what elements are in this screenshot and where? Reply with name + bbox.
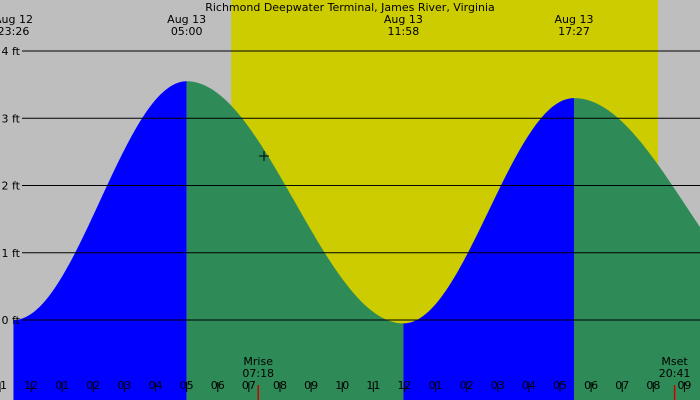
moon-event-label: Mset (661, 355, 688, 368)
x-tick-label: 03 (117, 379, 131, 392)
extreme-time-label: 23:26 (0, 25, 29, 38)
extreme-date-label: Aug 13 (384, 13, 423, 26)
x-tick-label: 04 (522, 379, 536, 392)
extreme-time-label: 17:27 (558, 25, 590, 38)
y-axis-labels: 0 ft 1 ft 2 ft 3 ft 4 ft (2, 45, 21, 327)
x-tick-label: 12 (24, 379, 38, 392)
y-tick-label: 2 ft (2, 180, 21, 193)
x-tick-label: 12 (397, 379, 411, 392)
y-tick-label: 3 ft (2, 112, 21, 125)
x-tick-label: 01 (55, 379, 69, 392)
grid-lines (22, 50, 700, 321)
x-tick-label: 06 (211, 379, 225, 392)
x-tick-label: 01 (429, 379, 443, 392)
x-axis: 11 12 01 02 03 04 05 06 07 08 09 10 11 12 01 02 03 04 05 06… (0, 379, 691, 392)
x-tick-label: 08 (646, 379, 660, 392)
x-tick-label: 09 (304, 379, 318, 392)
extreme-time-label: 05:00 (171, 25, 203, 38)
x-tick-label: 09 (677, 379, 691, 392)
x-tick-label: 07 (615, 379, 629, 392)
cursor-crosshair-icon (259, 151, 269, 161)
extreme-date-label: Aug 13 (167, 13, 206, 26)
moon-event-time: 20:41 (659, 367, 691, 380)
x-tick-label: 02 (460, 379, 474, 392)
falling-tide-segment (574, 98, 700, 400)
x-tick-label: 06 (584, 379, 598, 392)
x-tick-label: 10 (335, 379, 349, 392)
y-tick-label: 4 ft (2, 45, 21, 58)
x-tick-label: 05 (553, 379, 567, 392)
x-tick-label: 07 (242, 379, 256, 392)
x-tick-label: 02 (86, 379, 100, 392)
x-tick-label: 03 (491, 379, 505, 392)
extreme-date-label: Aug 13 (555, 13, 594, 26)
x-tick-label: 11 (366, 379, 380, 392)
x-tick-label: 08 (273, 379, 287, 392)
y-tick-label: 1 ft (2, 247, 21, 260)
x-tick-label: 11 (0, 379, 7, 392)
x-tick-label: 04 (149, 379, 163, 392)
chart-title: Richmond Deepwater Terminal, James River… (205, 1, 495, 14)
x-tick-label: 05 (180, 379, 194, 392)
extreme-time-label: 11:58 (388, 25, 420, 38)
extreme-date-label: Aug 12 (0, 13, 33, 26)
y-tick-label: 0 ft (2, 314, 21, 327)
rising-tide-segment (403, 98, 574, 400)
moon-event-label: Mrise (243, 355, 273, 368)
moon-event-time: 07:18 (242, 367, 274, 380)
